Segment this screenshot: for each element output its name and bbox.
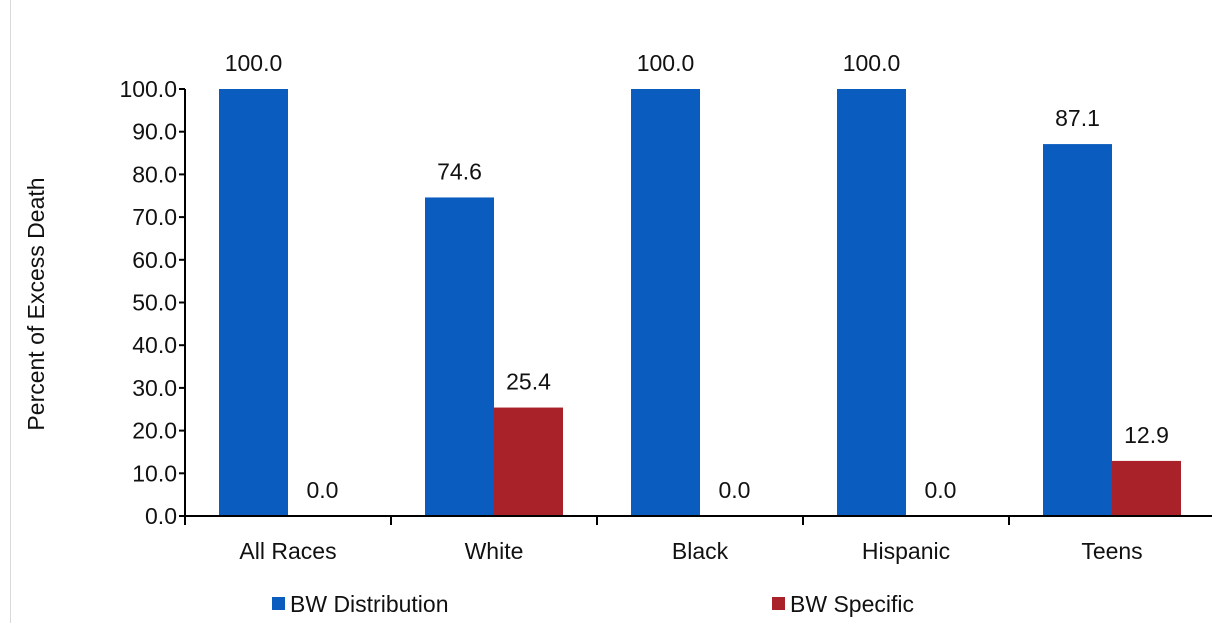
- data-label: 87.1: [1055, 105, 1100, 131]
- legend-swatch: [772, 597, 785, 610]
- data-label: 74.6: [437, 158, 482, 184]
- y-tick-label: 80.0: [132, 161, 177, 187]
- data-label: 12.9: [1124, 422, 1169, 448]
- legend-label: BW Specific: [790, 591, 914, 617]
- y-tick-label: 20.0: [132, 418, 177, 444]
- y-tick-label: 40.0: [132, 332, 177, 358]
- data-label: 0.0: [719, 477, 751, 503]
- bar-bw-distribution: [219, 89, 288, 516]
- data-label: 100.0: [637, 50, 695, 76]
- bar-bw-distribution: [1043, 144, 1112, 516]
- data-label: 0.0: [925, 477, 957, 503]
- data-label: 100.0: [843, 50, 901, 76]
- bar-bw-distribution: [425, 197, 494, 516]
- y-tick-label: 0.0: [145, 503, 177, 529]
- y-axis-label: Percent of Excess Death: [23, 177, 49, 430]
- y-tick-label: 90.0: [132, 119, 177, 145]
- data-label: 0.0: [307, 477, 339, 503]
- x-category-label: Teens: [1081, 538, 1142, 564]
- bar-bw-distribution: [837, 89, 906, 516]
- x-category-label: White: [465, 538, 524, 564]
- y-tick-label: 100.0: [119, 76, 177, 102]
- left-border-line: [10, 0, 11, 623]
- x-category-label: All Races: [239, 538, 336, 564]
- data-label: 100.0: [225, 50, 283, 76]
- y-tick-label: 70.0: [132, 204, 177, 230]
- bar-bw-specific: [494, 407, 563, 516]
- y-tick-label: 50.0: [132, 290, 177, 316]
- data-label: 25.4: [506, 369, 551, 395]
- x-category-label: Black: [672, 538, 729, 564]
- x-category-label: Hispanic: [862, 538, 950, 564]
- legend-swatch: [272, 597, 285, 610]
- bar-bw-specific: [1112, 460, 1181, 516]
- bar-bw-distribution: [631, 89, 700, 516]
- y-tick-label: 10.0: [132, 460, 177, 486]
- legend-label: BW Distribution: [290, 591, 448, 617]
- y-tick-label: 60.0: [132, 247, 177, 273]
- y-tick-label: 30.0: [132, 375, 177, 401]
